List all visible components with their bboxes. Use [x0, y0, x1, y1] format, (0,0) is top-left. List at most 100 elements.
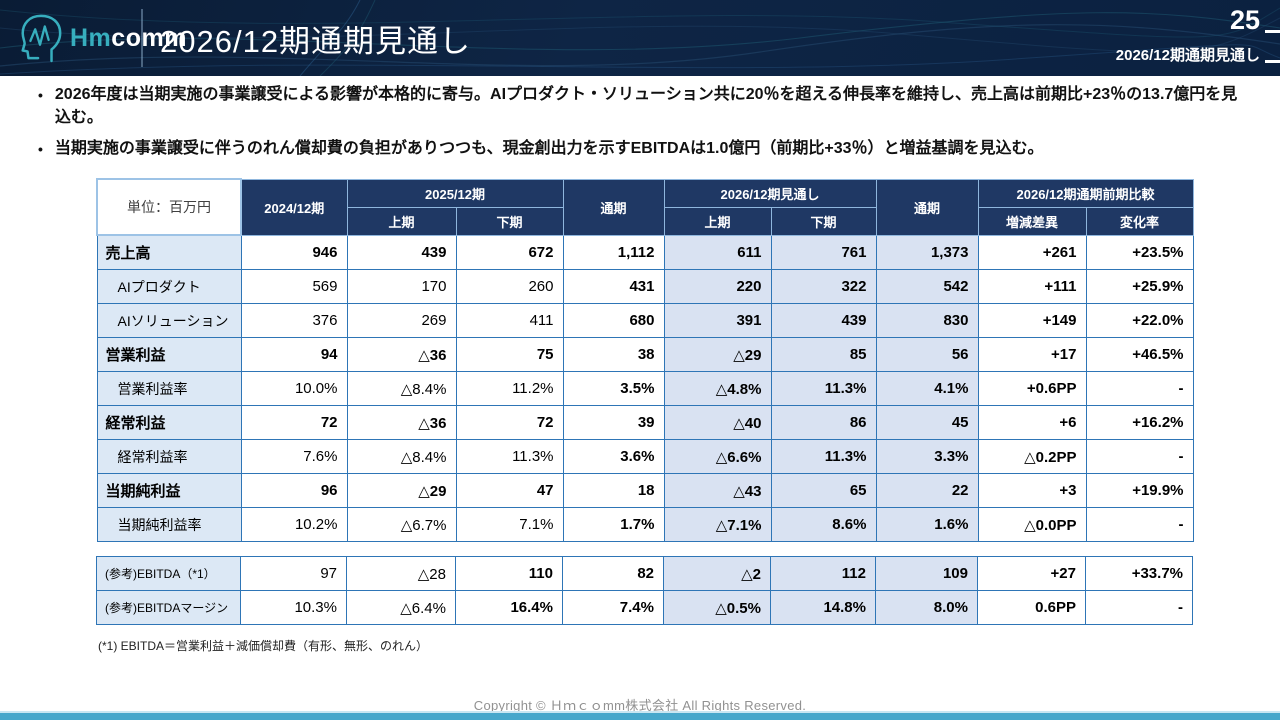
- column-header-h2-2026: 下期: [770, 206, 877, 236]
- table-cell: 220: [663, 269, 772, 304]
- brand-name: Hmcomm: [70, 24, 187, 53]
- table-cell: 75: [455, 337, 564, 372]
- table-cell: -: [1085, 371, 1194, 406]
- table-cell: 45: [875, 405, 979, 440]
- row-label: 当期純利益率: [96, 507, 242, 542]
- table-cell: +3: [977, 473, 1087, 508]
- table-cell: △8.4%: [346, 439, 457, 474]
- table-cell: △36: [346, 405, 457, 440]
- table-cell: 946: [240, 234, 348, 270]
- table-cell: 7.6%: [240, 439, 348, 474]
- table-cell: +22.0%: [1085, 303, 1194, 338]
- bullet-text: 当期実施の事業譲受に伴うのれん償却費の負担がありつつも、現金創出力を示すEBIT…: [54, 140, 1044, 158]
- table-cell: 0.6PP: [977, 590, 1086, 625]
- table-cell: △0.0PP: [977, 507, 1087, 542]
- table-cell: 3.5%: [562, 371, 665, 406]
- forecast-table-area: 単位：百万円 2024/12期 2025/12期 通期 2026/12期見通し 通期 202…: [96, 178, 1194, 625]
- column-header-diff: 増減差異: [977, 206, 1087, 236]
- table-cell: △6.7%: [346, 507, 457, 542]
- table-cell: 680: [562, 303, 665, 338]
- table-cell: 86: [770, 405, 877, 440]
- page-number: 25: [1229, 5, 1260, 35]
- dash-decoration: [1265, 30, 1280, 33]
- table-cell: 85: [770, 337, 877, 372]
- row-label: 経常利益率: [96, 439, 242, 474]
- table-cell: 170: [346, 269, 457, 304]
- page-subtitle: 2026/12期通期見通し: [1115, 47, 1260, 64]
- table-cell: 109: [875, 556, 978, 591]
- hmcomm-head-icon: [21, 14, 62, 63]
- table-row: (参考)EBITDAマージン 10.3% △6.4% 16.4% 7.4% △0.5% 14…: [96, 590, 1193, 625]
- row-label: 売上高: [96, 234, 242, 270]
- dash-decoration: [1265, 60, 1280, 63]
- table-cell: 260: [455, 269, 564, 304]
- row-label: (参考)EBITDAマージン: [96, 590, 241, 625]
- table-cell: △4.8%: [663, 371, 772, 406]
- table-cell: △29: [346, 473, 457, 508]
- table-cell: 1,112: [562, 234, 665, 270]
- header-banner: Hmcomm 2026/12期通期見通し 25 2026/12期通期見通し: [0, 0, 1280, 76]
- table-cell: 11.3%: [770, 439, 877, 474]
- table-cell: △29: [663, 337, 772, 372]
- table-cell: 7.1%: [455, 507, 564, 542]
- table-cell: +19.9%: [1085, 473, 1194, 508]
- bullet-marker: •: [38, 141, 43, 158]
- table-cell: 16.4%: [455, 590, 563, 625]
- table-cell: +25.9%: [1085, 269, 1194, 304]
- table-row: 経常利益 72 △36 72 39 △40 86 45 +6 +16.2%: [96, 405, 1194, 440]
- table-cell: 38: [562, 337, 665, 372]
- table-cell: -: [1085, 507, 1194, 542]
- table-cell: △6.4%: [346, 590, 456, 625]
- footnote: (*1) EBITDA＝営業利益＋減価償却費（有形、無形、のれん）: [98, 639, 429, 653]
- row-label: AIプロダクト: [96, 269, 242, 304]
- column-group-fy2026-forecast: 2026/12期見通し: [663, 178, 877, 208]
- row-label: 当期純利益: [96, 473, 242, 508]
- table-cell: +33.7%: [1085, 556, 1193, 591]
- copyright: Copyright © Ｈｍｃｏmm株式会社 All Rights Reserv…: [473, 698, 807, 713]
- table-cell: 3.3%: [875, 439, 979, 474]
- table-cell: 569: [240, 269, 348, 304]
- bullet-text: 2026年度は当期実施の事業譲受による影響が本格的に寄与。AIプロダクト・ソリュ…: [54, 86, 1238, 126]
- table-cell: 11.2%: [455, 371, 564, 406]
- table-cell: 611: [663, 234, 772, 270]
- table-cell: 18: [562, 473, 665, 508]
- table-cell: +149: [977, 303, 1087, 338]
- row-label: 営業利益率: [96, 371, 242, 406]
- table-cell: 1.6%: [875, 507, 979, 542]
- table-row: 当期純利益 96 △29 47 18 △43 65 22 +3 +19.9%: [96, 473, 1194, 508]
- wave-decoration-graphic: [0, 0, 1280, 76]
- table-cell: 431: [562, 269, 665, 304]
- brand-hm: Hm: [70, 23, 112, 52]
- table-cell: +16.2%: [1085, 405, 1194, 440]
- table-row: 経常利益率 7.6% △8.4% 11.3% 3.6% △6.6% 11.3% 3.3% △0.…: [96, 439, 1194, 474]
- table-cell: 4.1%: [875, 371, 979, 406]
- table-cell: △36: [346, 337, 457, 372]
- table-cell: 56: [875, 337, 979, 372]
- table-cell: 11.3%: [455, 439, 564, 474]
- table-cell: 439: [346, 234, 457, 270]
- table-cell: 830: [875, 303, 979, 338]
- table-cell: -: [1085, 590, 1193, 625]
- table-cell: 10.3%: [240, 590, 347, 625]
- table-cell: 22: [875, 473, 979, 508]
- column-header-h2-2025: 下期: [455, 206, 564, 236]
- table-cell: 39: [562, 405, 665, 440]
- table-cell: 7.4%: [562, 590, 664, 625]
- table-cell: 112: [770, 556, 876, 591]
- table-cell: △28: [346, 556, 456, 591]
- table-cell: △0.2PP: [977, 439, 1087, 474]
- table-cell: △8.4%: [346, 371, 457, 406]
- table-cell: 10.2%: [240, 507, 348, 542]
- table-row: 当期純利益率 10.2% △6.7% 7.1% 1.7% △7.1% 8.6% 1.6% △0.…: [96, 507, 1194, 542]
- table-cell: 411: [455, 303, 564, 338]
- column-group-yoy-comparison: 2026/12期通期前期比較: [977, 178, 1194, 208]
- table-cell: +6: [977, 405, 1087, 440]
- table-row: AIプロダクト 569 170 260 431 220 322 542 +111 +25.9%: [96, 269, 1194, 304]
- bottom-accent-bar: [0, 711, 1280, 720]
- column-header-fy2025-full: 通期: [562, 178, 665, 236]
- ebitda-reference-table: (参考)EBITDA（*1） 97 △28 110 82 △2 112 109 +27 +33.7…: [96, 556, 1193, 625]
- table-cell: 11.3%: [770, 371, 877, 406]
- table-cell: +17: [977, 337, 1087, 372]
- table-cell: 3.6%: [562, 439, 665, 474]
